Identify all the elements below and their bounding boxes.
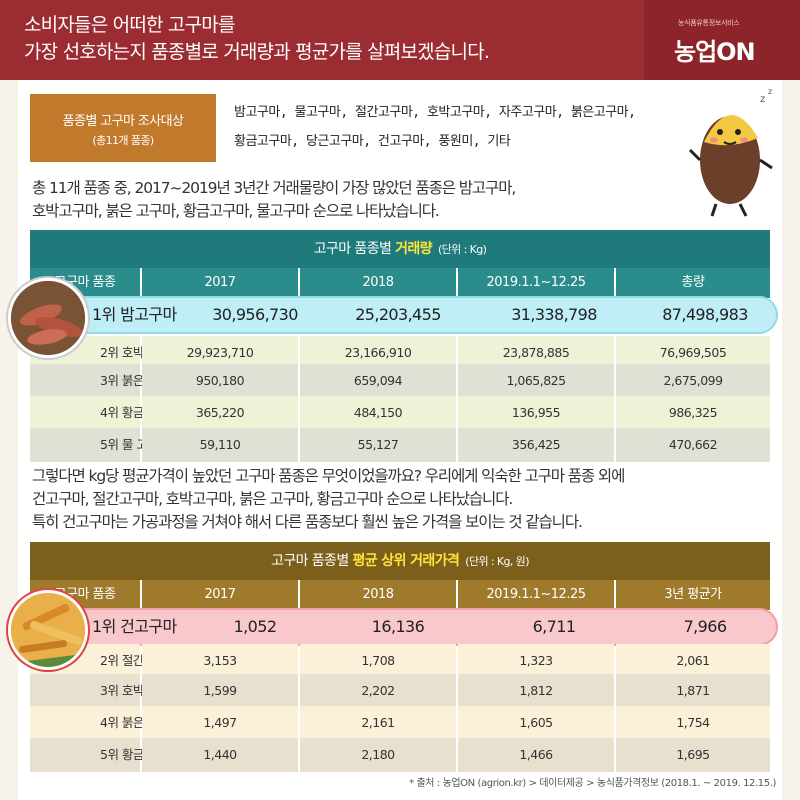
price-table-title-text: 고구마 품종별 [271,553,353,569]
logo-text: 농업ON [674,38,756,66]
table-cell: 30,956,730 [212,305,298,324]
table-cell: 2,675,099 [616,364,770,398]
volume-table-unit: (단위 : Kg) [437,243,487,256]
table-cell: 3위 호박고구마 [30,674,177,708]
table-cell: 1,695 [616,738,770,772]
table-cell: 7,966 [683,617,727,636]
table-row: 4위 붉은고구마 1,497 2,161 1,605 1,754 [30,706,770,740]
volume-table-title-text: 고구마 품종별 [313,241,396,257]
table-cell: 1,599 [142,674,298,708]
volume-table-title-highlight: 거래량 [395,241,432,257]
svg-text:z: z [760,94,765,105]
table-cell: 1,871 [616,674,770,708]
table-cell: 1,605 [458,706,614,740]
survey-target-count: (총11개 품종) [92,134,154,147]
table-row: 5위 황금고구마 1,440 2,180 1,466 1,695 [30,738,770,772]
price-table-title-highlight: 평균 상위 거래가격 [352,553,460,569]
table-row: 2위 절간고구마 3,153 1,708 1,323 2,061 [30,644,770,678]
survey-target-label: 품종별 고구마 조사대상 (총11개 품종) [30,94,216,162]
table-cell: 1,065,825 [458,364,614,398]
table-cell: 2,180 [300,738,456,772]
table-cell: 1,052 [233,617,277,636]
survey-target-line-1: 밤고구마, 물고구마, 절간고구마, 호박고구마, 자주고구마, 붉은고구마, [234,105,636,120]
table-row: 3위 호박고구마 1,599 2,202 1,812 1,871 [30,674,770,708]
price-summary-line-1: 그렇다면 kg당 평균가격이 높았던 고구마 품종은 무엇이었을까요? 우리에게… [32,467,625,485]
table-cell: 1,497 [142,706,298,740]
table-cell: 1위 밤고구마 [92,305,177,324]
table-row: 4위 황금고구마 365,220 484,150 136,955 986,325 [30,396,770,430]
table-cell: 950,180 [142,364,298,398]
table-cell: 4위 황금고구마 [30,396,177,430]
table-cell: 356,425 [458,428,614,462]
table-cell: 2,061 [616,644,770,678]
logo: 농식품유통정보서비스 농업ON [644,0,800,80]
table-cell: 5위 물 고구마 [30,428,170,462]
header-banner: 소비자들은 어떠한 고구마를 가장 선호하는지 품종별로 거래량과 평균가를 살… [0,0,800,80]
survey-target-list: 밤고구마, 물고구마, 절간고구마, 호박고구마, 자주고구마, 붉은고구마, … [234,98,714,156]
table-cell: 3위 붉은고구마 [30,364,177,398]
table-cell: 1,812 [458,674,614,708]
column-header-total: 총량 [616,268,770,298]
price-table-unit: (단위 : Kg, 원) [465,555,529,568]
volume-table-top-row: 1위 밤고구마 30,956,730 25,203,455 31,338,798… [30,296,778,334]
volume-summary-line-1: 총 11개 품종 중, 2017~2019년 3년간 거래물량이 가장 많았던 … [32,179,516,197]
price-summary-line-3: 특히 건고구마는 가공과정을 거쳐야 해서 다른 품종보다 훨씬 높은 가격을 … [32,513,583,531]
price-table-header: 고구마 품종 2017 2018 2019.1.1~12.25 3년 평균가 [30,580,770,610]
volume-table-header: 고구마 품종 2017 2018 2019.1.1~12.25 총량 [30,268,770,298]
source-footnote: * 출처 : 농업ON (agrion.kr) > 데이터제공 > 농식품가격정… [409,778,776,789]
table-cell: 365,220 [142,396,298,430]
table-cell: 87,498,983 [662,305,748,324]
volume-summary-paragraph: 총 11개 품종 중, 2017~2019년 3년간 거래물량이 가장 많았던 … [32,177,516,223]
table-cell: 1위 건고구마 [92,617,177,636]
table-cell: 2,161 [300,706,456,740]
table-cell: 470,662 [616,428,770,462]
table-cell: 4위 붉은고구마 [30,706,177,740]
table-cell: 25,203,455 [355,305,441,324]
column-header-2019: 2019.1.1~12.25 [458,580,614,610]
table-cell: 136,955 [458,396,614,430]
table-cell: 6,711 [532,617,576,636]
table-cell: 1,323 [458,644,614,678]
header-line-2: 가장 선호하는지 품종별로 거래량과 평균가를 살펴보겠습니다. [24,41,490,63]
table-cell: 1,754 [616,706,770,740]
table-cell: 55,127 [300,428,456,462]
table-cell: 2,202 [300,674,456,708]
table-cell: 59,110 [142,428,298,462]
header-line-1: 소비자들은 어떠한 고구마를 [24,14,235,36]
sweet-potato-mascot-icon: z z [688,87,773,217]
table-cell: 1,440 [142,738,298,772]
column-header-2018: 2018 [300,268,456,298]
survey-target-line-2: 황금고구마, 당근고구마, 건고구마, 풍원미, 기타 [234,134,511,149]
table-cell: 16,136 [371,617,425,636]
table-row: 5위 물 고구마 59,110 55,127 356,425 470,662 [30,428,770,462]
table-cell: 1,708 [300,644,456,678]
header-title: 소비자들은 어떠한 고구마를 가장 선호하는지 품종별로 거래량과 평균가를 살… [24,12,490,66]
table-row: 3위 붉은고구마 950,180 659,094 1,065,825 2,675… [30,364,770,398]
table-cell: 5위 황금고구마 [30,738,177,772]
table-cell: 484,150 [300,396,456,430]
volume-summary-line-2: 호박고구마, 붉은 고구마, 황금고구마, 물고구마 순으로 나타났습니다. [32,202,440,220]
table-cell: 3,153 [142,644,298,678]
survey-target-title: 품종별 고구마 조사대상 [62,114,184,129]
column-header-average: 3년 평균가 [616,580,770,610]
column-header-2018: 2018 [300,580,456,610]
svg-text:z: z [768,87,772,96]
table-cell: 1,466 [458,738,614,772]
price-summary-paragraph: 그렇다면 kg당 평균가격이 높았던 고구마 품종은 무엇이었을까요? 우리에게… [32,465,625,534]
logo-subtitle: 농식품유통정보서비스 [678,19,740,27]
volume-table-title: 고구마 품종별 거래량 (단위 : Kg) [30,230,770,268]
price-table-top-row: 1위 건고구마 1,052 16,136 6,711 7,966 [30,608,778,646]
column-header-2017: 2017 [142,580,298,610]
table-cell: 986,325 [616,396,770,430]
table-cell: 659,094 [300,364,456,398]
dried-sweet-potato-photo [8,590,88,670]
price-summary-line-2: 건고구마, 절간고구마, 호박고구마, 붉은 고구마, 황금고구마 순으로 나타… [32,490,513,508]
table-cell: 31,338,798 [511,305,597,324]
column-header-2017: 2017 [142,268,298,298]
price-table-title: 고구마 품종별 평균 상위 거래가격 (단위 : Kg, 원) [30,542,770,580]
column-header-2019: 2019.1.1~12.25 [458,268,614,298]
chestnut-sweet-potato-photo [8,278,88,358]
